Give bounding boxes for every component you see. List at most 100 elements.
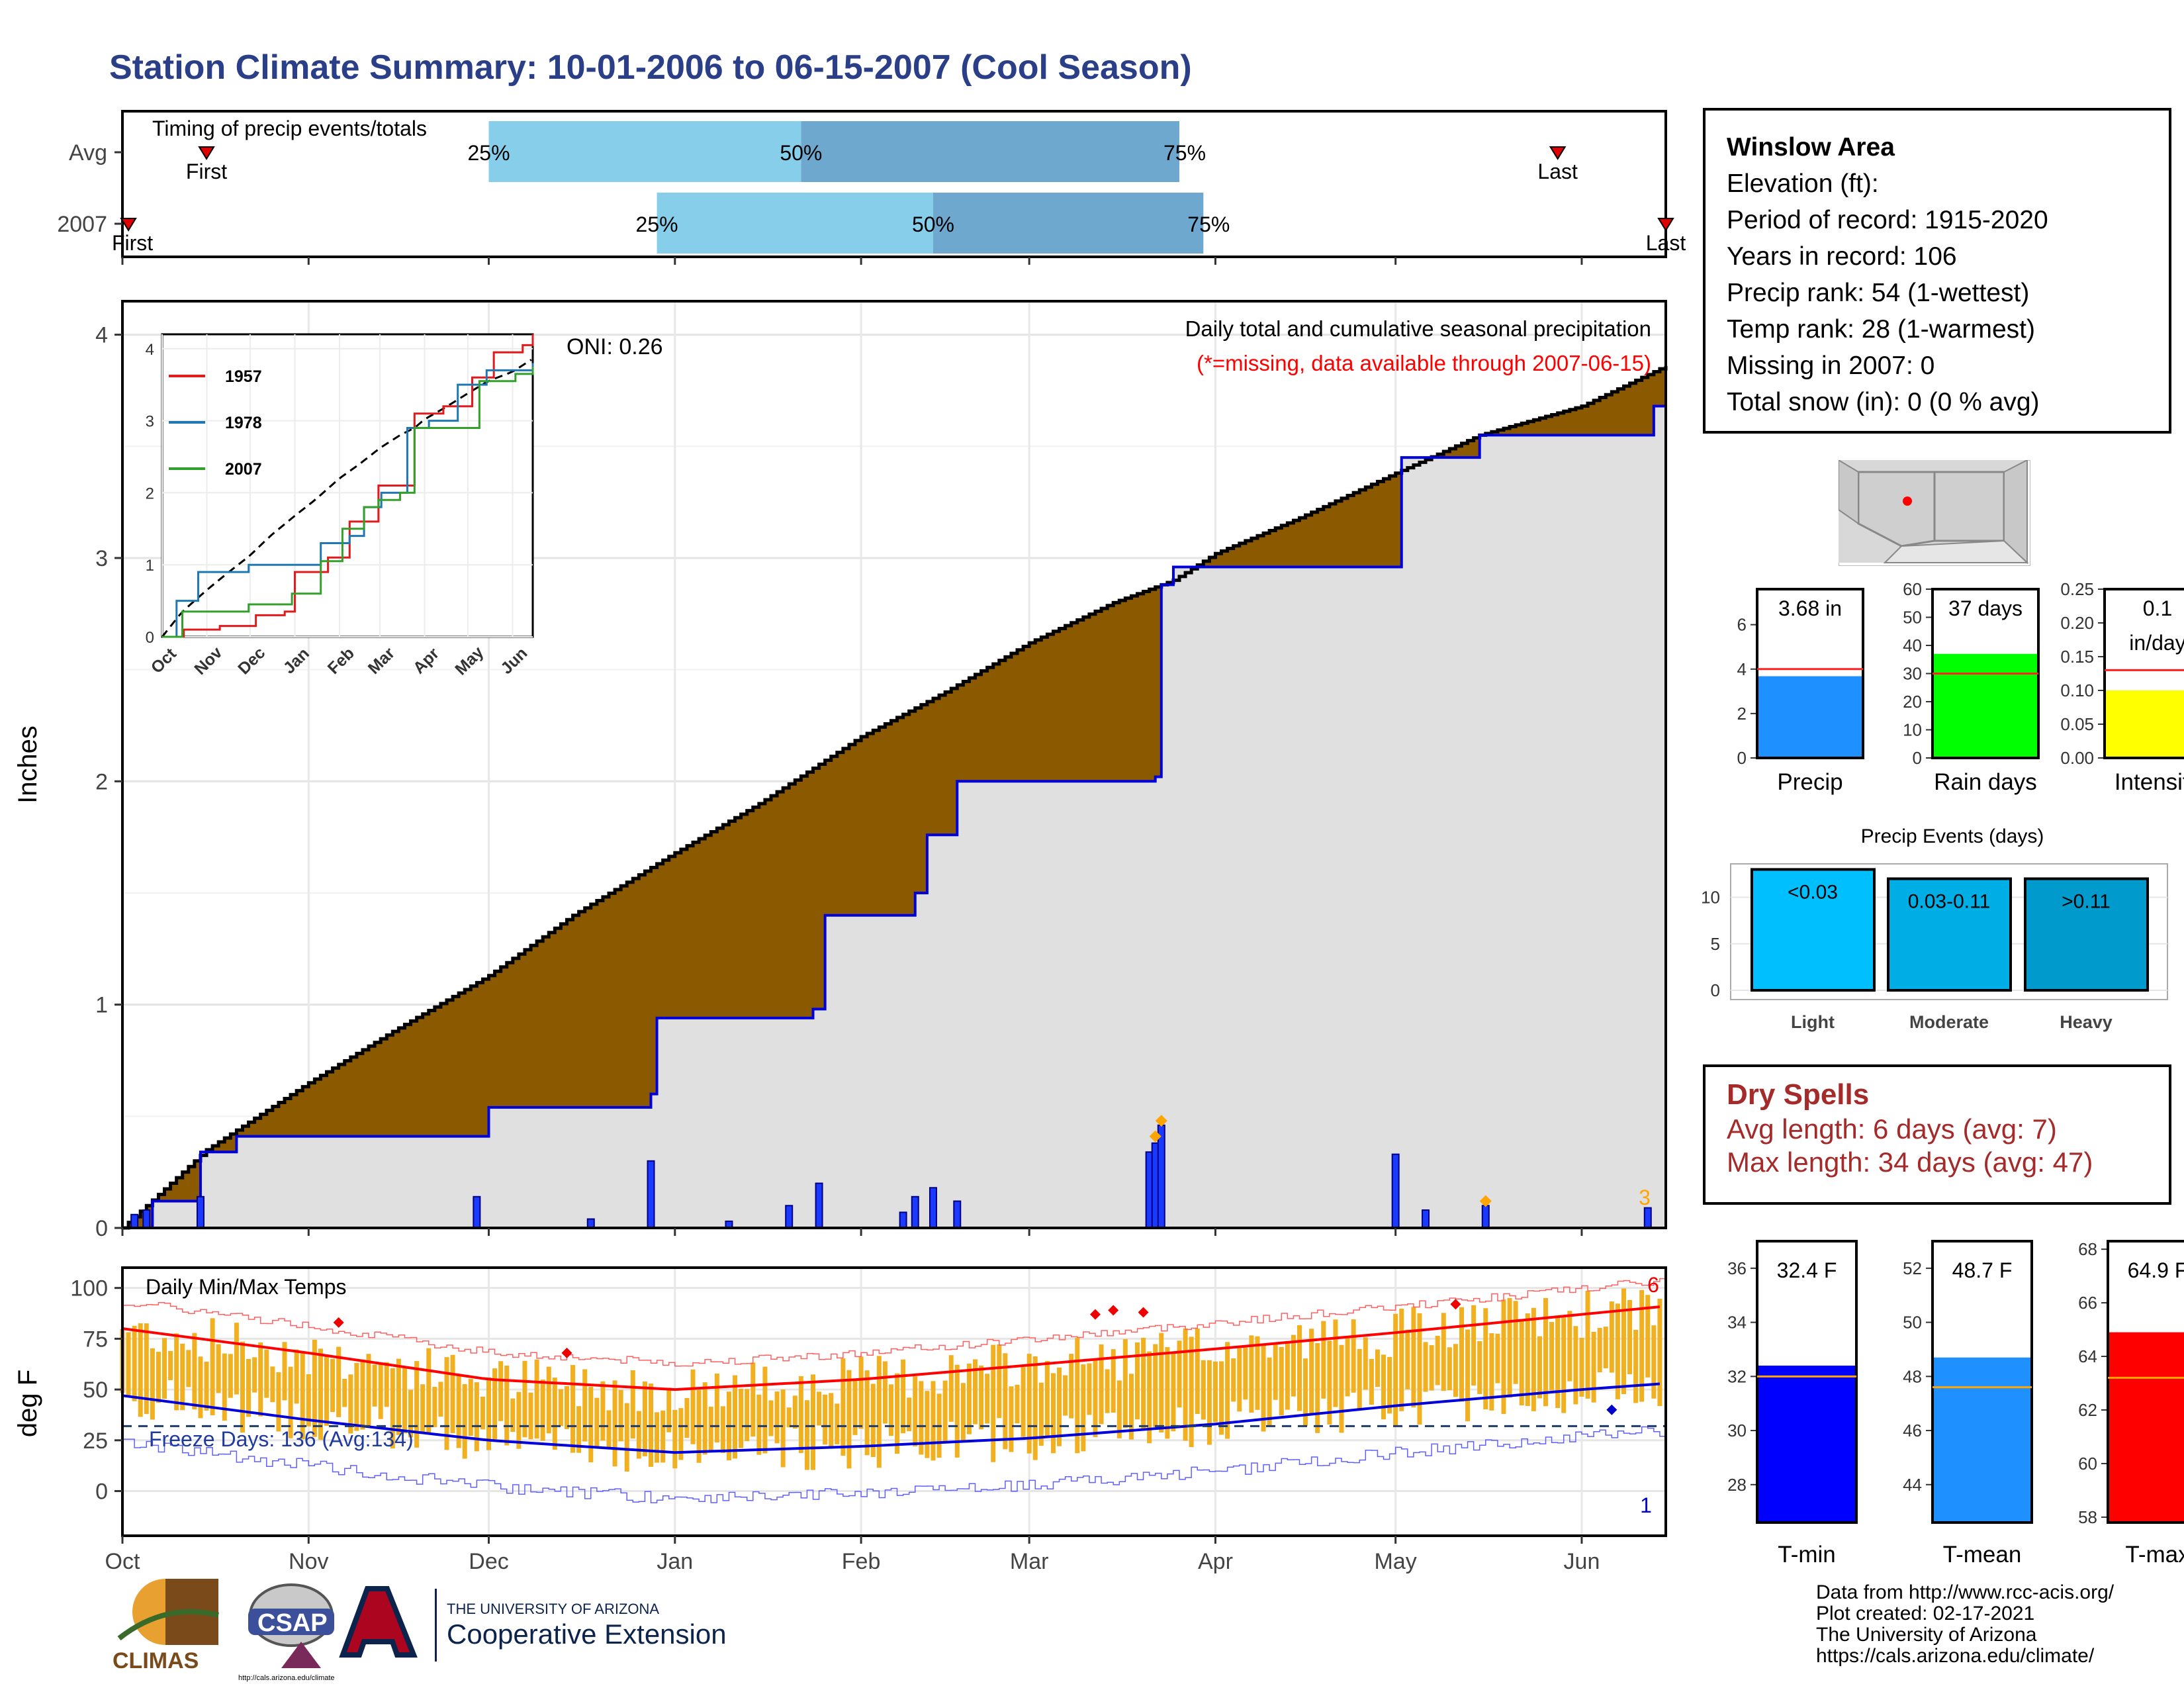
average-min-line [122,1382,1661,1454]
temp-tick-label: 100 [70,1276,108,1301]
daily-temp-bar [354,1362,359,1431]
daily-temp-bar [1171,1353,1176,1432]
daily-temp-bar [966,1363,972,1434]
precip-tick-label: 4 [95,323,108,348]
observed-area-fill-top [122,406,1666,1228]
daily-temp-bar [240,1341,245,1433]
daily-temp-bar [462,1383,467,1459]
inset-legend-label: 2007 [225,460,262,479]
precip-tick-label: 2 [95,769,108,794]
temp-summary-tick-label: 32 [1727,1366,1747,1386]
daily-temp-bar [991,1344,996,1462]
daily-temp-bar [997,1344,1002,1419]
inset-year-line [162,366,534,638]
daily-temp-bar [1279,1346,1284,1416]
daily-temp-bar [546,1366,551,1434]
timing-panel-label: Timing of precip events/totals [152,117,427,140]
daily-temp-bar [174,1333,179,1411]
daily-temp-bar [1297,1325,1302,1411]
daily-temp-bar [1615,1303,1620,1399]
dry-spells-avg: Avg length: 6 days (avg: 7) [1727,1113,2057,1145]
daily-temp-bar [1261,1343,1266,1432]
daily-temp-bar [1585,1290,1590,1399]
daily-temp-bar [1225,1342,1230,1439]
daily-temp-bar [1267,1357,1272,1426]
credits: Data from http://www.rcc-acis.org/ Plot … [1816,1582,2114,1667]
daily-temp-bar [1507,1297,1512,1398]
month-label: Dec [469,1549,508,1574]
daily-temp-bar [1075,1338,1080,1454]
record-precip-marker [1155,1115,1167,1127]
daily-temp-bar [1477,1341,1482,1394]
daily-temp-bar [132,1325,137,1401]
credit-line: Plot created: 02-17-2021 [1816,1603,2035,1624]
mini-tick-label: 4 [1737,659,1747,679]
locator-map [1839,460,2030,566]
timing-bar-50-75 [801,121,1180,182]
daily-temp-bar [252,1357,257,1393]
daily-temp-bar [1591,1331,1596,1403]
mini-tick-label: 0.05 [2060,714,2094,734]
timing-p50-label: 50% [912,212,954,236]
daily-temp-bar [1483,1308,1488,1410]
daily-temp-bar [1399,1309,1404,1411]
daily-temp-bar [1021,1367,1026,1437]
ua-a-icon [339,1586,418,1658]
daily-temp-bar [402,1366,407,1434]
temperature-summary-charts: 28 30 32 34 36 32.4 F T-min 44 46 48 50 52 48.7 F T-m… [1727,1239,2184,1568]
daily-temp-bar [780,1389,786,1468]
mini-tick-label: 0.00 [2060,748,2094,768]
daily-temp-bar [852,1379,858,1435]
inset-tick-label: 2 [146,485,154,502]
daily-temp-bar [1555,1317,1561,1408]
events-bar [1751,868,1876,992]
daily-temp-bar [576,1406,582,1453]
daily-temp-bar [1579,1337,1584,1397]
daily-temp-bar [901,1359,906,1434]
daily-temp-bar [1465,1329,1471,1422]
daily-temp-bar [390,1368,395,1449]
daily-temp-bar [372,1364,377,1407]
daily-temp-bar [270,1366,275,1403]
university-of-arizona-logo[interactable]: THE UNIVERSITY OF ARIZONA Cooperative Ex… [339,1586,727,1662]
daily-temp-bar [1237,1348,1242,1412]
daily-temp-bar [222,1353,227,1421]
record-high-marker [333,1317,344,1328]
daily-temp-bar [1327,1340,1332,1425]
station-name: Winslow Area [1727,133,1895,162]
record-min-line [122,1426,1666,1503]
temp-summary-tick-label: 36 [1727,1258,1747,1278]
precip-panel-subtitle: (*=missing, data available through 2007-… [1197,351,1651,375]
precip-tick-label: 1 [95,993,108,1018]
daily-temp-bar [1141,1337,1146,1430]
daily-temp-bar [282,1342,287,1401]
daily-temp-bar [786,1407,792,1428]
month-label: Jan [657,1549,693,1574]
station-details: Elevation (ft): Period of record: 1915-20… [1727,165,2148,420]
daily-temp-bar [1525,1313,1530,1406]
daily-temp-bar [570,1365,576,1453]
precip-panel-title: Daily total and cumulative seasonal prec… [1185,316,1651,341]
daily-precip-bar [785,1205,794,1229]
daily-temp-bar [835,1403,840,1444]
last-event-label: Last [1646,231,1686,255]
timing-row-label: Avg [69,140,107,165]
temp-summary-frame [2107,1240,2184,1524]
climas-logo[interactable]: CLIMAS [113,1579,219,1673]
temp-summary-tick-label: 30 [1727,1421,1747,1440]
daily-temp-bar [1231,1358,1236,1402]
daily-temp-bar [846,1370,852,1469]
daily-temp-bar [1243,1347,1248,1400]
temp-summary-tick-label: 60 [2078,1454,2097,1474]
daily-temp-bar [829,1393,834,1449]
temp-tick-label: 0 [95,1479,108,1505]
events-title: Precip Events (days) [1861,825,2044,847]
temp-y-axis-label: deg F [13,1370,42,1437]
record-high-marker [1450,1299,1461,1310]
events-category-label: Light [1791,1012,1835,1032]
mini-tick-label: 0.25 [2060,579,2094,599]
csap-logo[interactable]: CSAP http://cals.arizona.edu/climate [238,1583,335,1682]
daily-temp-bar [618,1389,623,1442]
daily-temp-bar [919,1381,924,1455]
last-event-marker [1657,218,1674,232]
